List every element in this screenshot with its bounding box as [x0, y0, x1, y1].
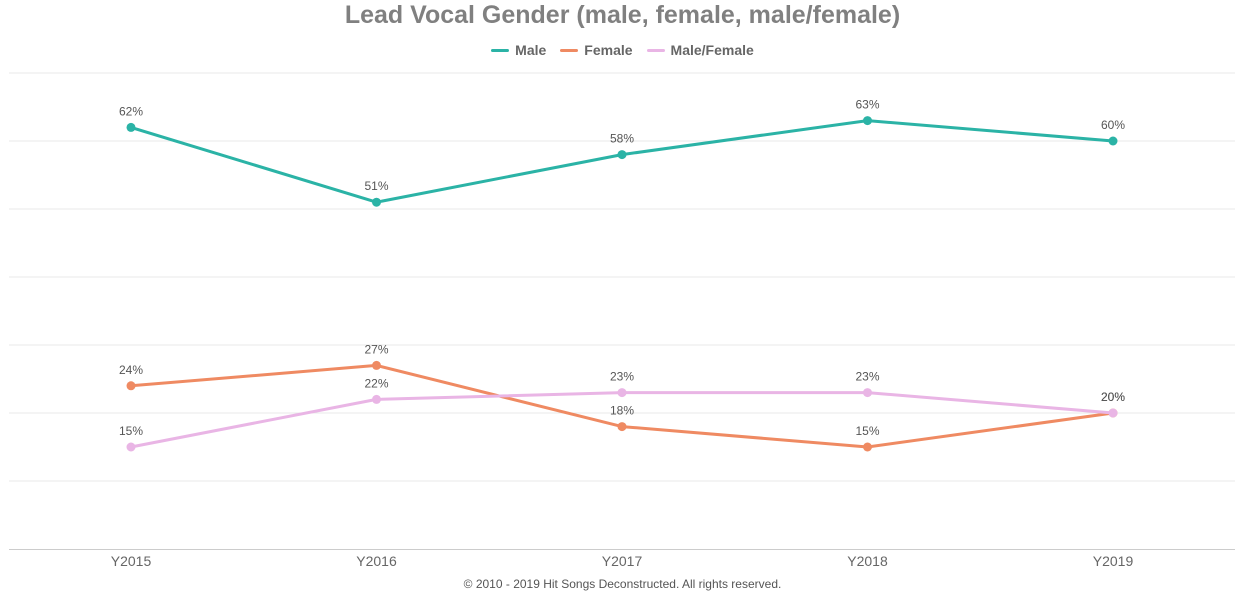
- data-label-male: 51%: [364, 179, 388, 193]
- data-point-male: [372, 197, 381, 207]
- x-tick-label: Y2019: [1093, 553, 1134, 569]
- legend-item-male[interactable]: Male: [491, 42, 546, 58]
- data-point-male-female: [372, 394, 381, 404]
- legend-swatch-female: [560, 48, 579, 52]
- data-label-male-female: 23%: [855, 370, 879, 384]
- data-point-male: [126, 122, 136, 132]
- data-label-female: 27%: [364, 342, 388, 356]
- x-tick-label: Y2017: [602, 553, 643, 569]
- legend-item-male-female[interactable]: Male/Female: [646, 42, 754, 58]
- data-label-female: 24%: [119, 363, 143, 377]
- data-label-male: 60%: [1101, 118, 1125, 132]
- copyright-footer: © 2010 - 2019 Hit Songs Deconstructed. A…: [463, 577, 782, 591]
- data-label-female: 15%: [855, 424, 879, 438]
- data-label-female: 20%: [1101, 390, 1125, 404]
- legend-label-male: Male: [515, 42, 547, 58]
- data-label-male: 63%: [855, 98, 879, 112]
- data-point-male: [863, 116, 872, 126]
- chart-legend: Male Female Male/Female: [0, 42, 1245, 58]
- legend-swatch-male-female: [646, 48, 665, 52]
- legend-swatch-male: [491, 48, 510, 52]
- data-point-male-female: [617, 388, 627, 398]
- data-label-male-female: 23%: [610, 370, 634, 384]
- legend-label-male-female: Male/Female: [670, 42, 754, 58]
- data-point-female: [617, 422, 627, 432]
- data-point-male-female: [1108, 408, 1118, 418]
- data-label-male: 62%: [119, 104, 143, 118]
- chart-title: Lead Vocal Gender (male, female, male/fe…: [344, 1, 901, 29]
- series-line-male-female: [129, 391, 1115, 449]
- data-point-male-female: [863, 388, 872, 398]
- data-label-male-female: 15%: [119, 424, 143, 438]
- data-point-male: [617, 150, 627, 160]
- data-point-male-female: [126, 442, 136, 452]
- x-tick-label: Y2015: [111, 553, 152, 569]
- data-point-male: [1108, 136, 1118, 146]
- data-label-male-female: 22%: [364, 376, 388, 390]
- legend-item-female[interactable]: Female: [560, 42, 633, 58]
- data-label-male-female: 20%: [1101, 390, 1125, 404]
- x-tick-label: Y2018: [847, 553, 888, 569]
- data-point-female: [126, 381, 136, 391]
- data-point-female: [863, 442, 872, 452]
- data-label-female: 18%: [610, 404, 634, 418]
- x-tick-label: Y2016: [356, 553, 397, 569]
- data-point-female: [372, 360, 381, 370]
- legend-label-female: Female: [584, 42, 633, 58]
- data-label-male: 58%: [610, 132, 634, 146]
